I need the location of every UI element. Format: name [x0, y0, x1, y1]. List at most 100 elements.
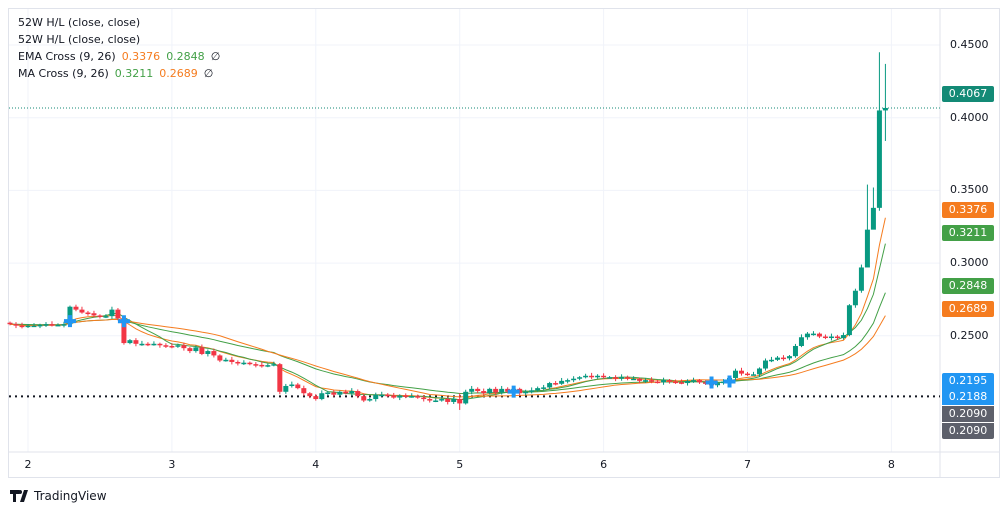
candle-down — [313, 396, 319, 400]
blue-label-2: 0.2188 — [942, 389, 994, 405]
candle-up — [283, 385, 289, 392]
candle-down — [427, 399, 433, 401]
candle-up — [774, 357, 780, 360]
x-tick-label: 6 — [600, 458, 608, 471]
legend-52w-2[interactable]: 52W H/L (close, close) — [18, 33, 141, 46]
candle-up — [109, 309, 115, 317]
candle-down — [553, 383, 559, 385]
ema-slow-value: 0.2848 — [166, 50, 205, 63]
candle-up — [876, 110, 882, 208]
candle-down — [475, 388, 481, 392]
candle-down — [217, 355, 223, 361]
candle-down — [163, 345, 169, 347]
candle-up — [31, 325, 37, 328]
candle-up — [223, 359, 229, 362]
candle-up — [882, 107, 888, 111]
candle-down — [49, 324, 55, 326]
candle-up — [786, 356, 792, 359]
candle-down — [331, 392, 337, 395]
candle-up — [439, 399, 445, 401]
candle-up — [529, 390, 535, 392]
candle-down — [169, 345, 175, 348]
candle-up — [499, 388, 505, 393]
candle-up — [565, 380, 571, 382]
y-tick-label: 0.4000 — [950, 110, 989, 124]
candle-down — [739, 370, 745, 374]
candle-up — [43, 324, 49, 326]
legend-ema-cross[interactable]: EMA Cross (9, 26) 0.3376 0.2848 ∅ — [18, 50, 226, 63]
candle-down — [655, 381, 661, 384]
candle-up — [139, 343, 145, 346]
low-label-2: 0.2090 — [942, 423, 994, 439]
candle-up — [61, 324, 67, 326]
candle-up — [397, 395, 403, 398]
candle-down — [115, 309, 121, 319]
ma-fast-label: 0.3211 — [942, 225, 994, 241]
legend-ma-cross[interactable]: MA Cross (9, 26) 0.3211 0.2689 ∅ — [18, 67, 219, 80]
x-tick-label: 3 — [168, 458, 176, 471]
candle-up — [631, 378, 637, 381]
legend-52w-1[interactable]: 52W H/L (close, close) — [18, 16, 141, 29]
candle-down — [277, 364, 283, 392]
candle-down — [343, 391, 349, 394]
candle-up — [37, 324, 43, 327]
candle-up — [870, 207, 876, 230]
candle-down — [391, 395, 397, 398]
candle-down — [625, 377, 631, 379]
candle-down — [679, 382, 685, 384]
candle-up — [864, 229, 870, 268]
candle-down — [745, 373, 750, 376]
candle-up — [607, 377, 613, 379]
cross-icon: ∅ — [210, 50, 221, 63]
candle-up — [319, 393, 325, 400]
ema-slow-label: 0.2848 — [942, 278, 994, 294]
candle-up — [409, 396, 415, 398]
candle-up — [750, 374, 756, 376]
candle-up — [349, 391, 355, 394]
candle-down — [229, 359, 235, 362]
candle-up — [535, 388, 541, 391]
candle-up — [265, 365, 271, 367]
y-tick-label: 0.4500 — [950, 38, 989, 51]
candle-down — [637, 378, 643, 381]
candle-up — [768, 359, 774, 362]
cross-marker-icon — [705, 376, 718, 389]
candle-down — [73, 306, 79, 310]
candle-up — [205, 351, 211, 354]
candle-down — [697, 380, 703, 383]
candle-down — [613, 377, 619, 379]
candle-up — [852, 290, 858, 306]
brand-name: TradingView — [34, 489, 107, 503]
candle-up — [379, 394, 385, 397]
candle-up — [661, 380, 667, 383]
candle-down — [85, 312, 91, 315]
candle-up — [541, 387, 547, 389]
candle-down — [421, 397, 427, 400]
candle-down — [816, 333, 822, 337]
candle-down — [445, 399, 451, 402]
candle-up — [858, 267, 864, 291]
price-chart[interactable] — [0, 0, 1007, 480]
candle-up — [451, 399, 457, 402]
cross-marker-icon — [63, 315, 76, 328]
candle-up — [487, 388, 493, 394]
candle-up — [571, 378, 577, 381]
tradingview-logo[interactable]: TradingView — [10, 489, 107, 503]
candle-up — [691, 380, 697, 382]
candle-up — [792, 345, 798, 357]
blue-label-1: 0.2195 — [942, 373, 994, 389]
candle-down — [91, 313, 97, 316]
ema-label: EMA Cross (9, 26) — [18, 50, 116, 63]
candle-down — [97, 315, 103, 317]
candle-down — [361, 396, 367, 401]
candle-down — [187, 348, 193, 352]
candle-up — [103, 316, 109, 318]
candle-up — [762, 360, 768, 369]
cross-marker-icon — [507, 385, 520, 398]
candle-down — [457, 399, 463, 404]
candle-down — [145, 343, 151, 346]
candle-down — [403, 395, 409, 397]
ma-fast-value: 0.3211 — [114, 67, 154, 80]
candle-down — [780, 357, 786, 360]
ma-slow-value: 0.2689 — [159, 67, 198, 80]
